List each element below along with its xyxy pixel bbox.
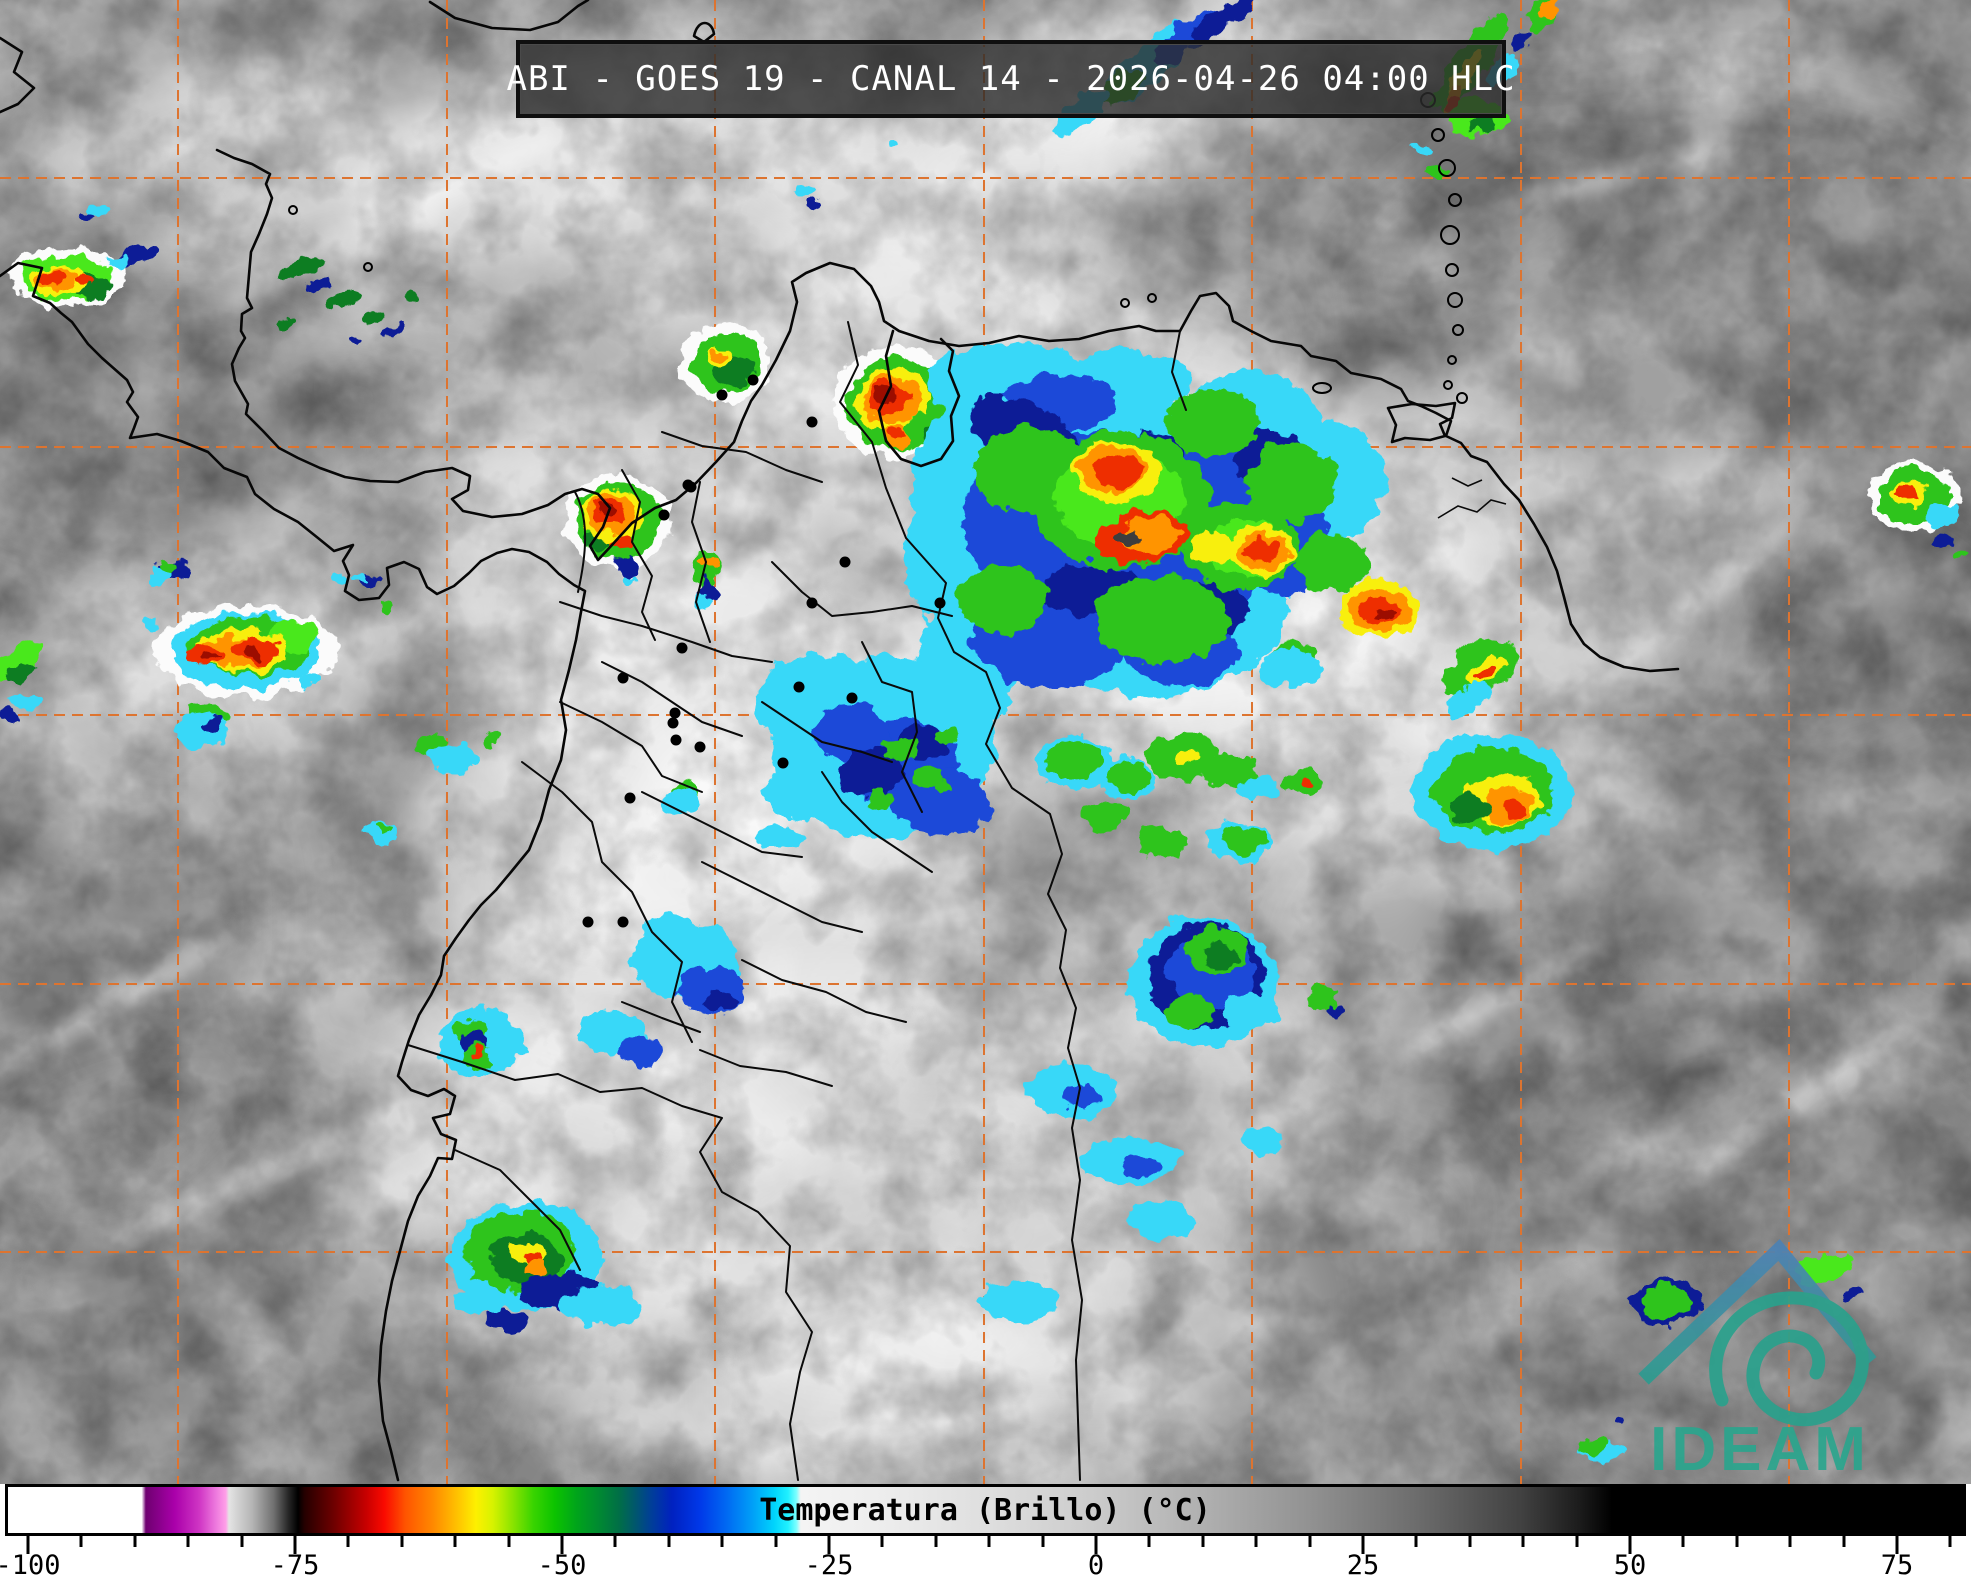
storm-cells [0, 0, 1968, 1464]
coastlines [0, 0, 1680, 1482]
colorbar-tick [240, 1536, 244, 1547]
storm-cell-cesar [679, 323, 771, 403]
ideam-logo: IDEAM [1638, 1238, 1877, 1484]
storm-cell-guajira [834, 346, 958, 458]
colorbar-tick [400, 1536, 404, 1547]
colorbar-tick [1361, 1536, 1365, 1554]
colorbar-tick [79, 1536, 83, 1547]
title-bar: ABI - GOES 19 - CANAL 14 - 2026-04-26 04… [506, 40, 1515, 118]
colorbar-tick [1254, 1536, 1258, 1547]
storm-complex-venezuela [902, 342, 1572, 862]
colorbar-tick [987, 1536, 991, 1547]
colorbar-tick [1895, 1536, 1899, 1554]
storm-cells-southwest [0, 642, 501, 773]
colorbar-tick-label: 25 [1346, 1550, 1380, 1581]
colorbar-tick-label: -100 [0, 1550, 61, 1581]
storm-cell-meta-blue [754, 654, 1010, 839]
storm-cluster-pacific [141, 560, 396, 697]
colorbar-tick [1735, 1536, 1739, 1547]
colorbar-tick-label: -75 [270, 1550, 320, 1581]
colorbar-tick [26, 1536, 30, 1554]
colorbar-strip: Temperatura (Brillo) (°C) -100 -75 -50 -25 0… [0, 1484, 1971, 1581]
colorbar-tick-label: -50 [537, 1550, 587, 1581]
colorbar-tick [560, 1536, 564, 1554]
colorbar-gradient [5, 1484, 1966, 1536]
title-text: ABI - GOES 19 - CANAL 14 - 2026-04-26 04… [506, 59, 1516, 99]
colorbar-tick [1308, 1536, 1312, 1547]
country-department-borders [407, 321, 1507, 1481]
storm-cells-southeast [982, 918, 1343, 1322]
storm-cells-putumayo [577, 912, 745, 1065]
colorbar-tick [1681, 1536, 1685, 1547]
colorbar-tick-label: 75 [1880, 1550, 1914, 1581]
colorbar-tick [1788, 1536, 1792, 1547]
colorbar-tick-label: 0 [1087, 1550, 1105, 1581]
storm-cells-ecuador [437, 1009, 645, 1331]
colorbar-tick [1521, 1536, 1525, 1547]
colorbar-tick [1414, 1536, 1418, 1547]
colorbar-tick [186, 1536, 190, 1547]
colorbar-tick [1041, 1536, 1045, 1547]
colorbar-tick [827, 1536, 831, 1554]
colorbar-tick [667, 1536, 671, 1547]
colorbar-tick [1201, 1536, 1205, 1547]
colorbar-tick [720, 1536, 724, 1547]
colorbar-tick [934, 1536, 938, 1547]
storm-cell-santander [694, 551, 720, 608]
colorbar-tick [1575, 1536, 1579, 1547]
storm-cell-east-edge [1867, 460, 1968, 562]
ideam-swirl-icon [1709, 1291, 1869, 1427]
storm-cell-top-center [790, 138, 899, 208]
city-dots [582, 374, 946, 928]
colorbar-tick [507, 1536, 511, 1547]
colorbar-tick-label: 50 [1613, 1550, 1647, 1581]
satellite-map: IDEAM [0, 0, 1971, 1484]
storm-cells-near-logo [1581, 1255, 1862, 1464]
ideam-mountain-icon [1638, 1238, 1877, 1385]
colorbar-tick [774, 1536, 778, 1547]
colorbar-tick [613, 1536, 617, 1547]
colorbar-tick [1147, 1536, 1151, 1547]
colorbar-tick [1842, 1536, 1846, 1547]
storm-cell-nicaragua [10, 204, 162, 307]
colorbar-tick [346, 1536, 350, 1547]
colorbar-tick-label: -25 [804, 1550, 854, 1581]
colorbar-tick [1948, 1536, 1952, 1547]
storm-cell-caribbean-teal-patches [276, 256, 417, 339]
colorbar-tick [133, 1536, 137, 1547]
colorbar-tick [1628, 1536, 1632, 1554]
colorbar-tick [880, 1536, 884, 1547]
ideam-logo-text: IDEAM [1650, 1415, 1870, 1484]
colorbar-tick [453, 1536, 457, 1547]
colorbar-tick [1468, 1536, 1472, 1547]
colorbar-label: Temperatura (Brillo) (°C) [759, 1493, 1211, 1528]
colorbar-tick [1094, 1536, 1098, 1554]
colorbar-tick [293, 1536, 297, 1554]
